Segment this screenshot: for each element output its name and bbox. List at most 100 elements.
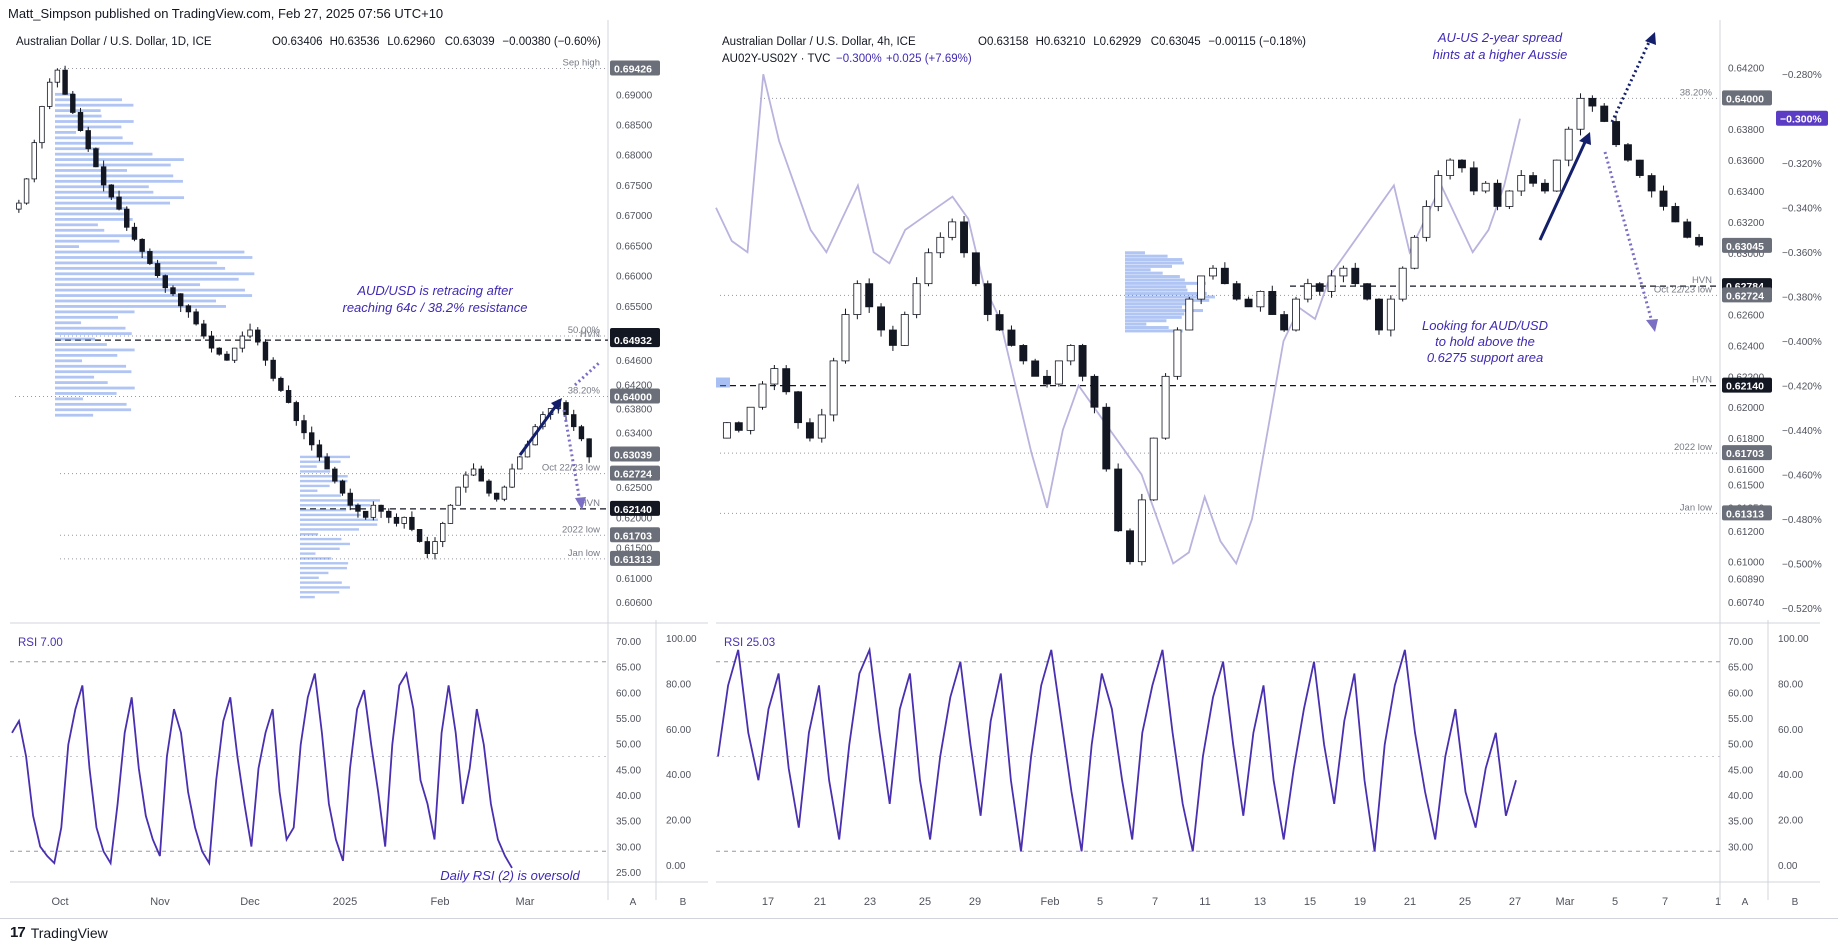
right-candle bbox=[1517, 175, 1526, 192]
left-volume-profile-bar bbox=[55, 413, 94, 417]
left-scale-a-button: A bbox=[630, 897, 637, 908]
right-volume-profile-bar bbox=[1125, 315, 1182, 319]
right-candle bbox=[1540, 182, 1549, 192]
right-time-tick: 11 bbox=[1199, 896, 1210, 908]
tradingview-logo: 17 TradingView bbox=[10, 924, 108, 941]
left-price-tag: 0.69426 bbox=[614, 64, 652, 76]
right-candle bbox=[1493, 182, 1502, 207]
right-up-arrow-head bbox=[1579, 132, 1591, 145]
right-candle bbox=[1315, 283, 1324, 292]
right-price-tick: 0.64200 bbox=[1728, 63, 1765, 74]
right-candle bbox=[794, 391, 803, 424]
left-volume-profile-bar bbox=[300, 489, 318, 492]
right-candle bbox=[805, 422, 814, 439]
right-candle bbox=[877, 306, 886, 331]
right-candle bbox=[1292, 298, 1300, 331]
right-header2-symbol: AU02Y-US02Y · TVC bbox=[722, 53, 830, 65]
right-rsi-tick-b: 0.00 bbox=[1778, 861, 1798, 872]
left-price-tag: 0.64932 bbox=[614, 335, 652, 347]
right-volume-profile-bar bbox=[1125, 254, 1168, 258]
left-price-tag: 0.61703 bbox=[614, 530, 652, 542]
right-spread-tag: −0.300% bbox=[1780, 114, 1822, 126]
tradingview-wordmark: TradingView bbox=[30, 924, 108, 941]
left-annotation-line2: reaching 64c / 38.2% resistance bbox=[343, 300, 528, 315]
right-volume-profile-bar bbox=[1125, 298, 1210, 302]
left-annotation-line1: AUD/USD is retracing after bbox=[356, 283, 513, 298]
left-volume-profile-bar bbox=[300, 542, 350, 546]
right-rsi-tick-b: 40.00 bbox=[1778, 770, 1803, 781]
left-volume-profile-bar bbox=[300, 484, 330, 488]
right-candle bbox=[1339, 267, 1348, 277]
left-volume-profile-bar bbox=[55, 266, 226, 270]
left-candle bbox=[108, 184, 115, 198]
left-time-tick: Nov bbox=[150, 896, 170, 908]
right-annotation-mid-line3: 0.6275 support area bbox=[1427, 350, 1543, 365]
right-volume-profile-bar bbox=[716, 377, 730, 388]
right-candle bbox=[853, 283, 862, 315]
left-volume-profile-bar bbox=[55, 130, 77, 134]
right-candle bbox=[924, 252, 933, 285]
right-price-tag: 0.64000 bbox=[1726, 93, 1764, 105]
left-volume-profile-bar bbox=[55, 141, 134, 145]
left-candle bbox=[54, 69, 61, 83]
left-volume-profile-bar bbox=[300, 508, 347, 512]
left-candle bbox=[370, 504, 377, 518]
left-volume-profile-bar bbox=[300, 576, 319, 579]
right-candle bbox=[971, 252, 980, 285]
left-price-tick: 0.69000 bbox=[616, 90, 653, 101]
right-candle bbox=[841, 314, 850, 362]
left-price-tick: 0.63400 bbox=[616, 429, 653, 440]
right-spread-tick: −0.500% bbox=[1782, 560, 1822, 571]
left-volume-profile-bar bbox=[55, 185, 149, 189]
left-rsi-tick: 70.00 bbox=[616, 637, 641, 648]
right-rsi-tick: 60.00 bbox=[1728, 688, 1753, 699]
left-volume-profile-bar bbox=[55, 305, 226, 308]
right-time-tick: 29 bbox=[969, 896, 981, 908]
left-rsi-tick: 30.00 bbox=[616, 842, 641, 853]
left-level-label: 38.20% bbox=[568, 385, 601, 396]
right-candle bbox=[1398, 267, 1407, 300]
right-price-tick: 0.61600 bbox=[1728, 465, 1765, 476]
right-candle bbox=[983, 283, 992, 315]
left-volume-profile-bar bbox=[55, 272, 255, 276]
right-dotted-up-arrow-head bbox=[1645, 32, 1656, 45]
right-annotation-top-line2: hints at a higher Aussie bbox=[1433, 47, 1568, 62]
right-candle bbox=[746, 406, 755, 431]
right-rsi-tick: 55.00 bbox=[1728, 714, 1753, 725]
left-volume-profile-bar bbox=[55, 381, 108, 384]
left-price-tick: 0.66000 bbox=[616, 272, 653, 283]
right-volume-profile-bar bbox=[1125, 285, 1187, 289]
right-time-tick: 7 bbox=[1152, 896, 1158, 908]
left-time-tick: Dec bbox=[240, 896, 260, 908]
left-candle bbox=[571, 414, 577, 428]
right-header-open: O0.63158 bbox=[978, 36, 1029, 48]
left-price-tag-bg bbox=[610, 465, 660, 481]
left-volume-profile-bar bbox=[55, 294, 253, 297]
left-price-tag: 0.62724 bbox=[614, 469, 652, 481]
left-volume-profile-bar bbox=[300, 465, 317, 468]
right-candle bbox=[1612, 121, 1621, 146]
left-candle bbox=[424, 541, 431, 555]
right-price-tick: 0.61200 bbox=[1728, 527, 1765, 538]
left-candle bbox=[231, 347, 238, 361]
right-candle bbox=[1576, 97, 1585, 130]
right-price-tick: 0.61800 bbox=[1728, 434, 1765, 445]
left-price-tick: 0.62000 bbox=[616, 513, 653, 524]
right-header-high: H0.63210 bbox=[1036, 36, 1086, 48]
right-candle bbox=[1102, 406, 1111, 470]
left-price-tag-bg bbox=[610, 527, 660, 543]
right-time-tick: 13 bbox=[1254, 896, 1266, 908]
right-candle bbox=[1031, 360, 1040, 377]
right-rsi-tick-b: 100.00 bbox=[1778, 634, 1809, 645]
left-candle bbox=[301, 420, 307, 434]
left-candle bbox=[332, 468, 338, 482]
right-volume-profile-bar bbox=[1125, 268, 1151, 272]
right-candle bbox=[1422, 206, 1431, 238]
left-price-tag-bg bbox=[610, 388, 660, 404]
right-candle bbox=[770, 368, 779, 385]
left-header-open: O0.63406 bbox=[272, 36, 323, 48]
right-time-tick: 23 bbox=[864, 896, 876, 908]
right-candle bbox=[1054, 360, 1063, 385]
left-candle bbox=[339, 480, 346, 494]
left-header-low: L0.62960 bbox=[387, 36, 435, 48]
